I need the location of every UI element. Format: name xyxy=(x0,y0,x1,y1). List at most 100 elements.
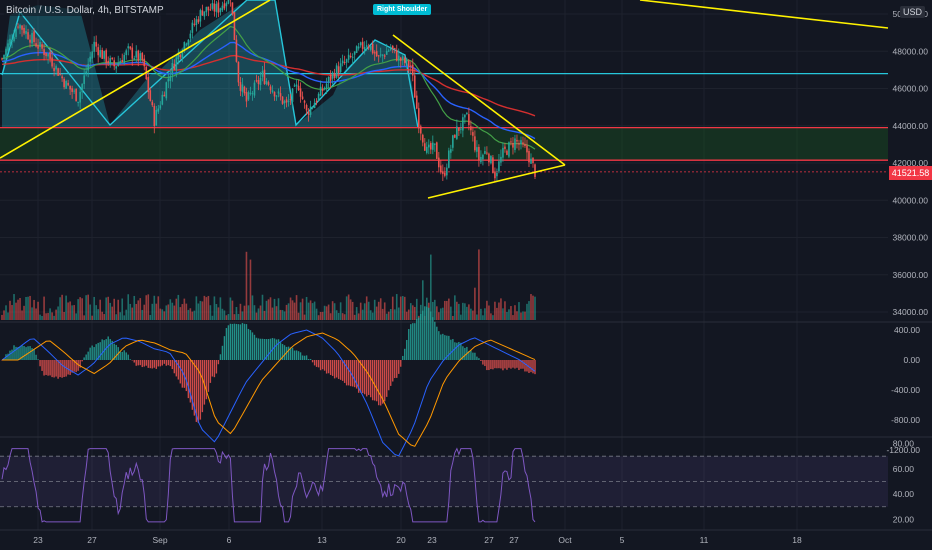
rsi-line xyxy=(1,447,536,523)
head-shoulders-pattern xyxy=(1,0,419,129)
macd-histogram-bar xyxy=(490,360,492,370)
macd-histogram-bar xyxy=(217,360,220,365)
macd-histogram-bar xyxy=(239,324,242,360)
macd-histogram-bar xyxy=(422,310,424,360)
candle-body xyxy=(189,33,192,39)
volume-bar xyxy=(460,314,462,320)
volume-bar xyxy=(353,314,356,320)
macd-tick-label: -1200.00 xyxy=(886,445,920,455)
macd-histogram-bar xyxy=(9,350,11,360)
candle-body xyxy=(31,33,33,44)
rsi-tick-label: 80.00 xyxy=(893,439,915,449)
macd-histogram-bar xyxy=(175,360,178,377)
candle-body xyxy=(361,41,364,49)
currency-label[interactable]: USD xyxy=(900,6,926,18)
macd-histogram-bar xyxy=(95,344,97,360)
volume-bar xyxy=(17,299,19,320)
time-axis: 23 27 Sep 6 13 20 27 Oct 5 11 18 23 27 xyxy=(33,535,802,545)
rsi-panel xyxy=(0,447,888,523)
volume-bar xyxy=(167,304,170,320)
volume-bar xyxy=(255,312,258,320)
candle-body xyxy=(127,46,130,49)
macd-histogram-bar xyxy=(446,335,448,360)
candle-body xyxy=(349,55,352,58)
candle-body xyxy=(11,40,13,42)
candle-body xyxy=(395,49,398,61)
volume-bar xyxy=(385,313,388,320)
macd-histogram-bar xyxy=(371,360,374,401)
volume-bar xyxy=(143,304,146,320)
candle-body xyxy=(480,156,482,163)
candle-body xyxy=(139,53,142,61)
candle-body xyxy=(299,88,302,97)
macd-histogram-bar xyxy=(229,323,232,360)
candle-body xyxy=(235,39,238,62)
candle-body xyxy=(472,132,474,136)
macd-histogram-bar xyxy=(520,360,522,369)
volume-bar xyxy=(524,311,526,320)
candle-body xyxy=(381,54,384,56)
candle-body xyxy=(474,136,476,151)
macd-histogram-bar xyxy=(33,349,35,360)
macd-histogram-bar xyxy=(472,352,474,360)
macd-histogram-bar xyxy=(257,338,260,360)
volume-bar xyxy=(341,313,344,320)
macd-histogram-bar xyxy=(219,354,222,360)
candle-body xyxy=(55,66,57,70)
volume-bar xyxy=(305,296,308,320)
macd-histogram-bar xyxy=(81,360,83,362)
macd-histogram-bar xyxy=(333,360,336,379)
volume-bar xyxy=(285,304,288,320)
support-zone-fill xyxy=(0,127,888,161)
volume-bar xyxy=(421,280,424,320)
volume-bar xyxy=(391,296,394,320)
macd-histogram-bar xyxy=(341,360,344,381)
candle-body xyxy=(105,50,107,63)
macd-histogram-bar xyxy=(189,360,192,403)
candle-body xyxy=(476,147,478,152)
volume-bar xyxy=(101,311,103,320)
macd-histogram-bar xyxy=(428,307,430,360)
volume-bar xyxy=(279,309,282,320)
volume-bar xyxy=(309,300,312,320)
candle-body xyxy=(239,82,242,91)
volume-bar xyxy=(29,295,31,320)
trend-lines xyxy=(0,0,889,199)
candle-body xyxy=(506,150,508,155)
macd-histogram-bar xyxy=(133,360,135,363)
volume-bar xyxy=(207,295,210,320)
candle-body xyxy=(163,94,166,97)
candle-body xyxy=(468,114,470,125)
macd-histogram-bar xyxy=(524,360,526,372)
macd-histogram-bar xyxy=(504,360,506,369)
macd-histogram-bar xyxy=(460,342,462,360)
macd-histogram-bar xyxy=(500,360,502,369)
macd-histogram-bar xyxy=(181,360,184,388)
candle-body xyxy=(257,80,260,84)
candle-body xyxy=(151,101,154,106)
volume-bar xyxy=(19,298,21,320)
candle-body xyxy=(191,22,194,33)
macd-histogram-bar xyxy=(249,330,252,360)
macd-histogram-bar xyxy=(530,360,532,373)
macd-histogram-bar xyxy=(325,360,328,374)
candlestick-series xyxy=(1,0,536,183)
candle-body xyxy=(393,47,396,49)
candle-body xyxy=(339,63,342,73)
macd-histogram-bar xyxy=(388,360,390,391)
macd-histogram-bar xyxy=(169,360,172,367)
candle-body xyxy=(211,3,214,9)
macd-histogram-bar xyxy=(315,360,318,367)
volume-bar xyxy=(313,301,316,320)
candle-body xyxy=(397,55,400,61)
candle-body xyxy=(289,99,292,101)
volume-bar xyxy=(123,315,126,320)
volume-bar xyxy=(474,287,476,320)
rsi-tick-label: 40.00 xyxy=(893,489,915,499)
volume-bar xyxy=(71,305,73,320)
macd-histogram-bar xyxy=(83,357,85,360)
volume-bar xyxy=(69,301,71,320)
macd-histogram-bar xyxy=(91,345,93,360)
candle-body xyxy=(123,55,126,64)
